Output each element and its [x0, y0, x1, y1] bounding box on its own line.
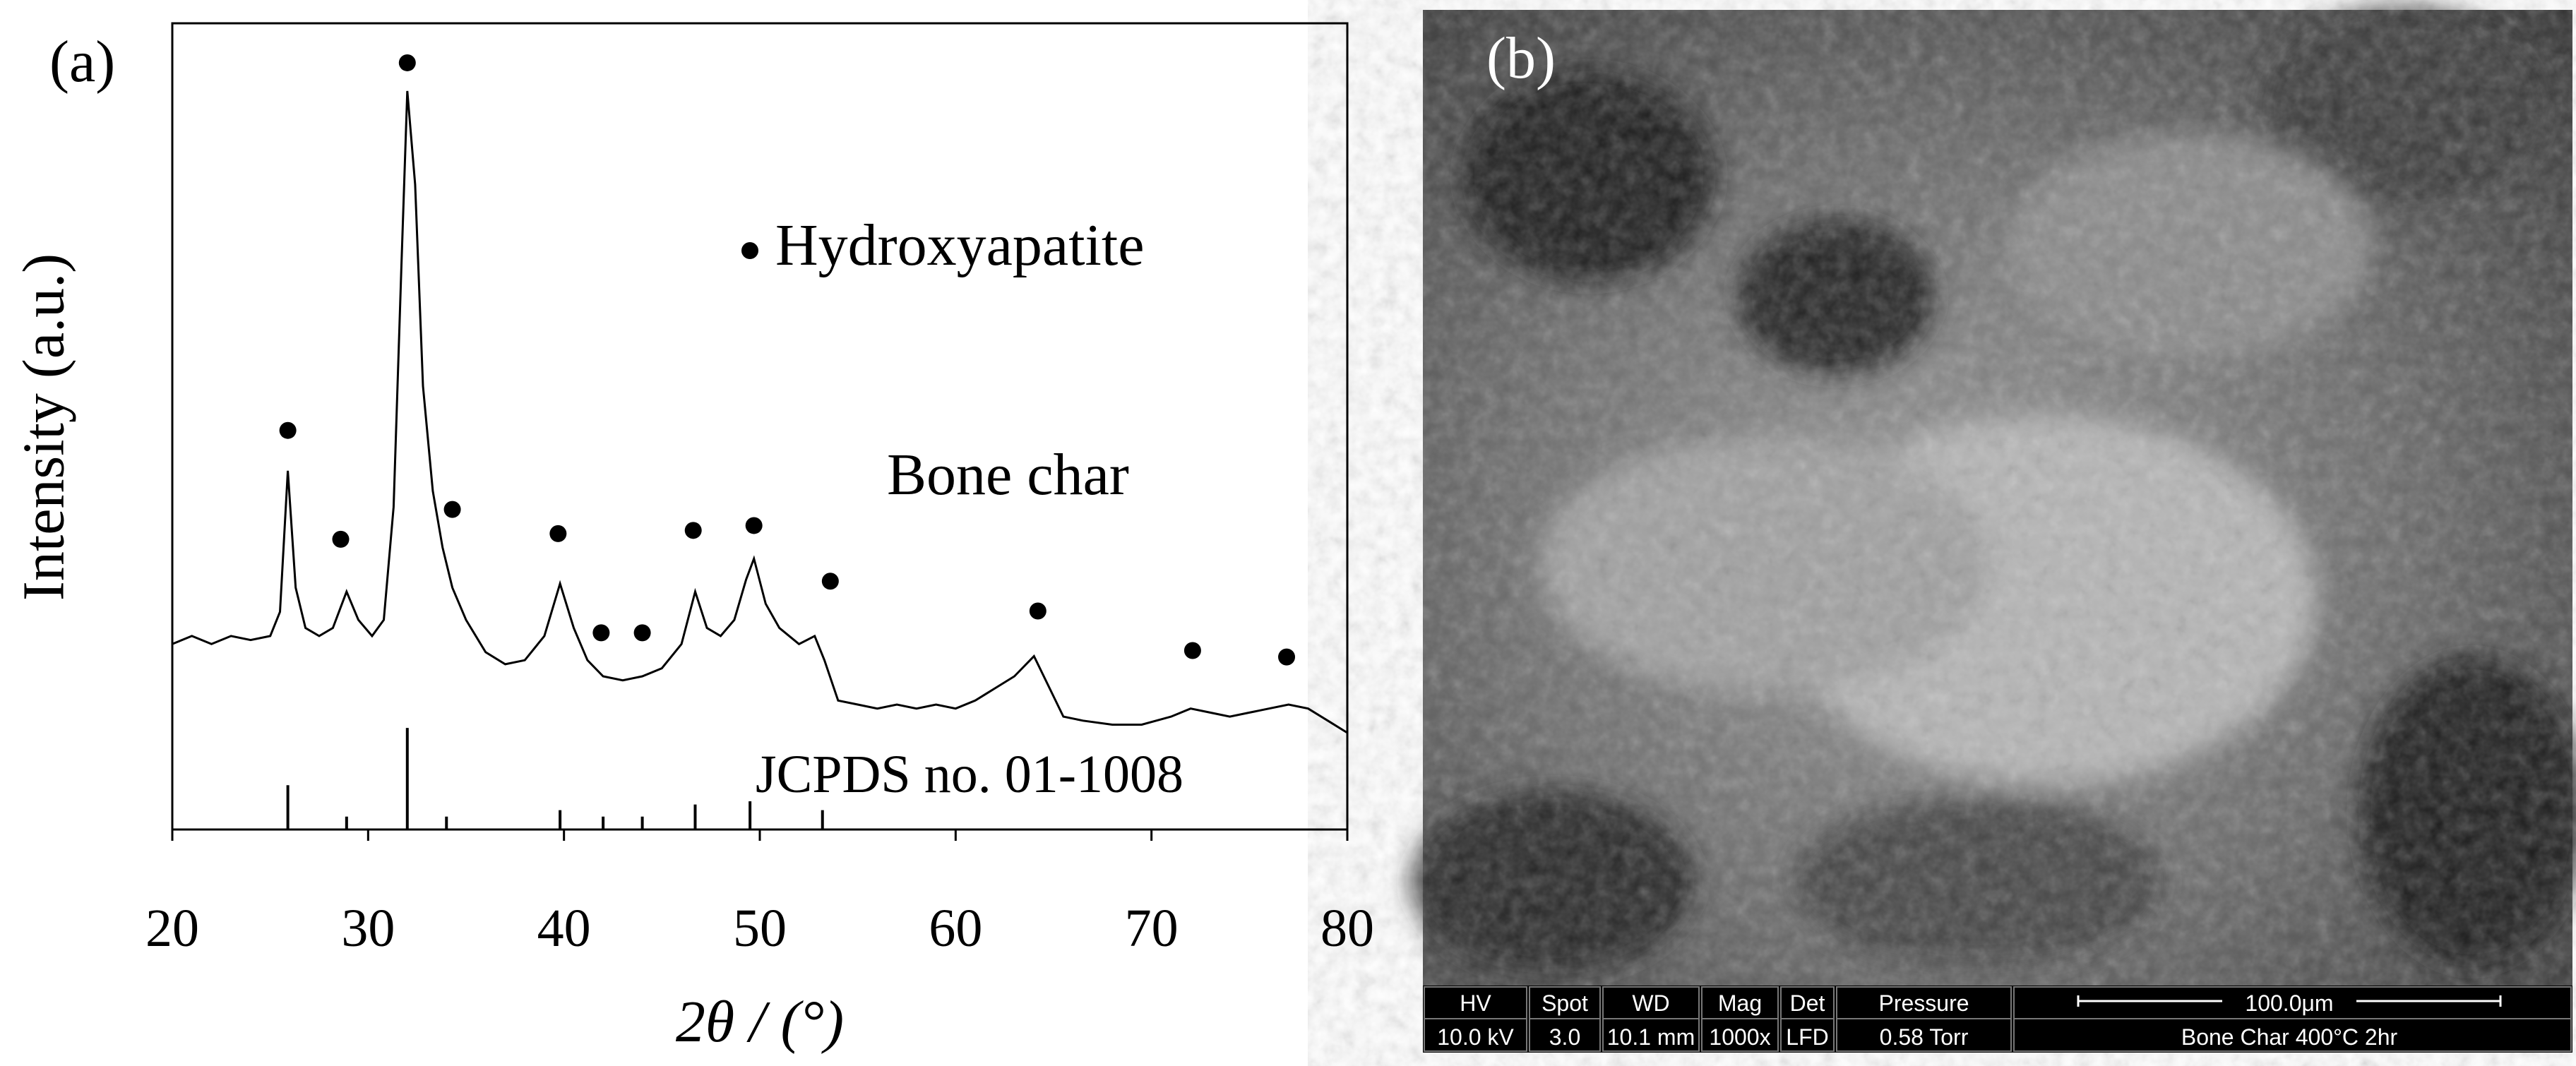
reference-label: JCPDS no. 01-1008 [756, 745, 1183, 804]
x-tick-label: 30 [341, 899, 395, 958]
info-value: 1000x [1709, 1024, 1770, 1050]
scale-bar-gap [2222, 990, 2356, 1014]
info-header: Det [1790, 990, 1825, 1016]
info-value: 10.1 mm [1607, 1024, 1695, 1050]
panel-label: (b) [1486, 25, 1556, 91]
x-tick-label: 20 [145, 899, 199, 958]
info-header: Pressure [1878, 990, 1969, 1016]
info-header: HV [1460, 990, 1491, 1016]
y-axis-label: Intensity (a.u.) [11, 253, 76, 601]
x-tick-label: 70 [1125, 899, 1179, 958]
peak-marker [821, 573, 839, 590]
legend-marker [741, 242, 758, 259]
info-bar: HV 10.0 kV Spot 3.0 WD 10.1 mm Mag 1000x Det LFD P… [1423, 986, 2572, 1053]
xrd-pattern [172, 90, 1348, 734]
info-header: Mag [1718, 990, 1762, 1016]
sem-image: (b) [1412, 7, 2576, 986]
sample-label: Bone char [887, 442, 1129, 508]
info-value: 0.58 Torr [1880, 1024, 1969, 1050]
peak-marker [398, 54, 416, 71]
peak-marker [332, 530, 350, 548]
image-caption: Bone Char 400°C 2hr [2181, 1024, 2398, 1050]
plot-frame [171, 22, 1349, 831]
peak-marker [1278, 648, 1296, 666]
peak-marker [633, 624, 651, 642]
info-header: Spot [1542, 990, 1588, 1016]
info-value: LFD [1786, 1024, 1828, 1050]
legend-label: Hydroxyapatite [775, 212, 1145, 278]
panel-label: (a) [49, 29, 115, 95]
peak-marker [1183, 642, 1201, 659]
x-tick-label: 40 [537, 899, 591, 958]
scale-bar-label: 100.0μm [2245, 990, 2333, 1016]
info-value: 10.0 kV [1437, 1024, 1514, 1050]
x-tick-label: 50 [733, 899, 787, 958]
peak-marker [549, 525, 567, 542]
peak-marker [745, 517, 763, 534]
info-header: WD [1632, 990, 1669, 1016]
peak-marker [1029, 602, 1046, 620]
peak-marker [592, 624, 610, 642]
info-value: 3.0 [1549, 1024, 1580, 1050]
peak-marker [684, 522, 702, 539]
peak-marker [279, 421, 297, 439]
peak-marker [443, 501, 461, 518]
x-axis-label: 2θ / (°) [676, 989, 844, 1055]
x-tick-label: 80 [1320, 899, 1374, 958]
x-tick-label: 60 [929, 899, 982, 958]
